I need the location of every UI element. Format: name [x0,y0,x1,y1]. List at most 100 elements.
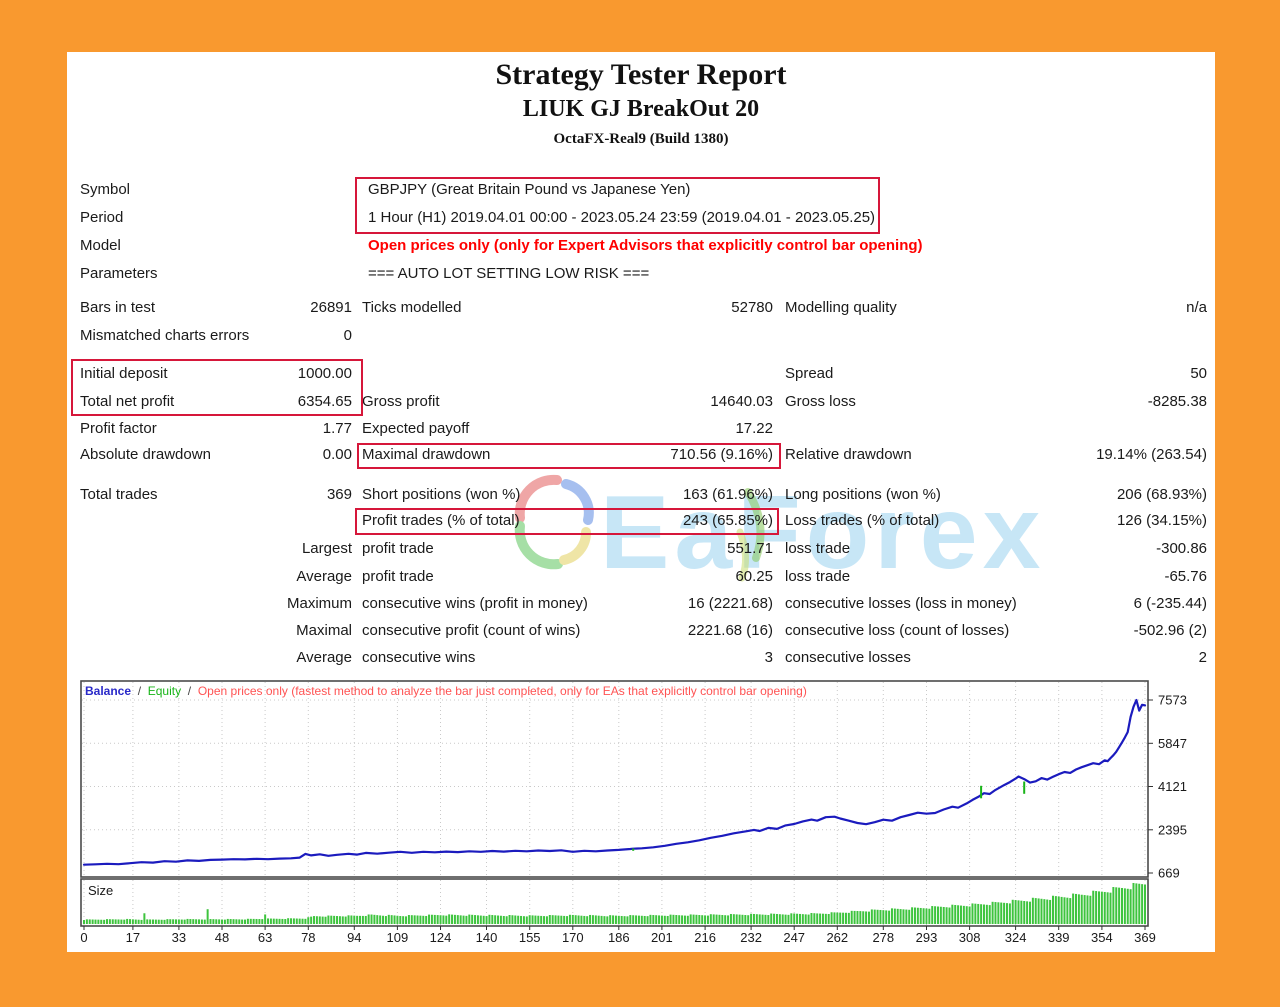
y-axis-label: 5847 [1158,736,1187,751]
stat-value: 0 [343,327,352,344]
stats-row: Total trades 369 Short positions (won %) 16… [67,482,1215,508]
strategy-tester-report-page: Strategy Tester Report LIUK GJ BreakOut … [67,52,1215,952]
stat-value: 206 (68.93%) [1116,486,1207,503]
stat-label: Relative drawdown [785,446,912,463]
stat-label: Total net profit [80,393,175,410]
stats-row: Profit trades (% of total) 243 (65.85%) Lo… [67,508,1215,534]
stat-value: 3 [764,649,773,666]
stats-row: Initial deposit 1000.00 Spread 50 [67,361,1215,387]
info-value: Open prices only (only for Expert Adviso… [368,237,923,254]
stat-value: 19.14% (263.54) [1096,446,1207,463]
stat-value: 1000.00 [297,365,352,382]
report-title: Strategy Tester Report [495,58,787,91]
stats-row: Maximum consecutive wins (profit in money… [67,591,1215,617]
stat-label: Mismatched charts errors [80,327,250,344]
stats-row: Total net profit 6354.65 Gross profit 14640… [67,389,1215,415]
stats-row: Average profit trade 60.25 loss trade -65.76 [67,564,1215,590]
info-label: Parameters [80,265,158,282]
stat-value: 1.77 [322,420,352,437]
x-axis-label: 262 [826,930,848,945]
stats-row: Maximal consecutive profit (count of wins… [67,618,1215,644]
legend-separator: / [187,684,192,698]
info-label: Model [80,237,121,254]
stat-value: n/a [1186,299,1207,316]
stat-label: Gross loss [785,393,856,410]
stat-label: Spread [785,365,834,382]
stat-value: Largest [301,540,352,557]
info-row-period: Period 1 Hour (H1) 2019.04.01 00:00 - 202… [67,204,1215,232]
stat-label: consecutive losses [785,649,911,666]
stat-label: Bars in test [80,299,156,316]
stat-value: Maximal [296,622,352,639]
stat-value: 14640.03 [710,393,773,410]
stat-label: Absolute drawdown [80,446,211,463]
stat-label: Maximal drawdown [362,446,491,463]
server-build: OctaFX-Real9 (Build 1380) [553,131,729,147]
info-row-symbol: Symbol GBPJPY (Great Britain Pound vs Jap… [67,176,1215,204]
stat-label: Profit trades (% of total) [362,512,520,529]
x-axis-label: 308 [959,930,981,945]
x-axis-label: 201 [651,930,673,945]
info-label: Symbol [80,181,131,198]
stat-value: 26891 [310,299,352,316]
stat-value: 369 [326,486,352,503]
stat-label: Gross profit [362,393,440,410]
stat-value: 710.56 (9.16%) [670,446,773,463]
x-axis-label: 278 [872,930,894,945]
stat-label: consecutive profit (count of wins) [362,622,581,639]
stat-label: Long positions (won %) [785,486,941,503]
stat-value: 50 [1190,365,1207,382]
stat-label: Expected payoff [362,420,470,437]
x-axis-label: 354 [1091,930,1113,945]
legend-balance-label: Balance [85,684,132,698]
x-axis-label: 33 [172,930,186,945]
info-row-parameters: Parameters === AUTO LOT SETTING LOW RISK … [67,260,1215,288]
header-info-rows: Symbol GBPJPY (Great Britain Pound vs Jap… [67,52,1215,952]
balance-equity-chart: 7573 5847 4121 2395 669 0 17 33 48 63 78 94 109 124 14… [80,680,1187,945]
stat-label: Ticks modelled [362,299,462,316]
stat-value: 2 [1198,649,1207,666]
x-axis-label: 339 [1048,930,1070,945]
stat-label: loss trade [785,568,851,585]
stat-value: 551.71 [727,540,773,557]
y-axis-label: 4121 [1158,779,1187,794]
x-axis-label: 94 [347,930,361,945]
stat-label: Initial deposit [80,365,168,382]
stats-row: Mismatched charts errors 0 [67,323,1215,349]
chart-legend: Balance / Equity / Open prices only (fas… [85,684,807,698]
x-axis-label: 293 [916,930,938,945]
stat-value: 6354.65 [297,393,352,410]
stats-row: Bars in test 26891 Ticks modelled 52780 Mode… [67,295,1215,321]
stats-row: Largest profit trade 551.71 loss trade -300.… [67,536,1215,562]
stat-value: 0.00 [322,446,352,463]
stat-label: Short positions (won %) [362,486,521,503]
x-axis-label: 186 [608,930,630,945]
stat-label: consecutive wins [362,649,476,666]
x-axis-label: 247 [783,930,805,945]
stat-value: 16 (2221.68) [687,595,773,612]
stat-label: consecutive losses (loss in money) [785,595,1017,612]
x-axis-label: 369 [1134,930,1156,945]
x-axis-label: 140 [476,930,498,945]
x-axis-label: 78 [301,930,315,945]
expert-name: LIUK GJ BreakOut 20 [522,96,760,122]
info-row-model: Model Open prices only (only for Expert A… [67,232,1215,260]
stat-value: -502.96 (2) [1133,622,1207,639]
stat-label: loss trade [785,540,851,557]
x-axis-label: 155 [519,930,541,945]
stat-value: Maximum [286,595,352,612]
stat-value: -8285.38 [1147,393,1207,410]
stat-value: 60.25 [735,568,773,585]
info-value: 1 Hour (H1) 2019.04.01 00:00 - 2023.05.2… [368,209,876,226]
stat-value: 126 (34.15%) [1116,512,1207,529]
stat-label: Loss trades (% of total) [785,512,940,529]
stat-label: Modelling quality [785,299,897,316]
info-value: GBPJPY (Great Britain Pound vs Japanese … [368,181,691,198]
stat-label: Total trades [80,486,158,503]
y-axis-label: 7573 [1158,693,1187,708]
stat-label: consecutive loss (count of losses) [785,622,1010,639]
stat-value: 17.22 [735,420,773,437]
stat-value: Average [296,649,352,666]
stat-value: 2221.68 (16) [687,622,773,639]
